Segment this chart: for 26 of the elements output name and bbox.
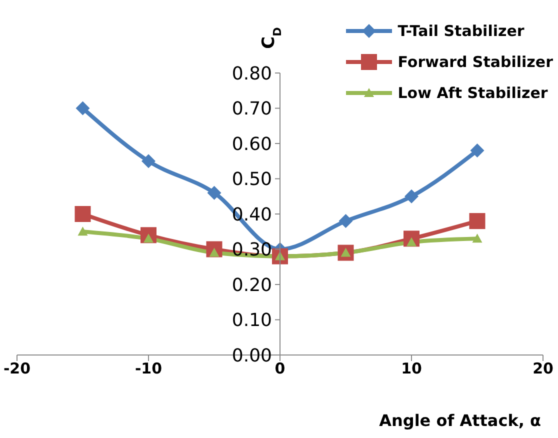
legend-label: Forward Stabilizer [398,52,553,70]
y-tick-label: 0.50 [232,169,272,190]
legend-label: T-Tail Stabilizer [398,22,524,40]
point [470,144,484,158]
y-tick-label: 0.60 [232,134,272,155]
x-tick-label: 10 [401,360,422,378]
y-tick-label: 0.20 [232,274,272,296]
y-tick-label: 0.00 [232,345,272,366]
point [404,189,418,204]
point [76,101,90,116]
point [74,206,91,222]
point [142,154,156,168]
x-tick-label: -20 [3,360,31,378]
point [78,226,88,236]
point [207,186,222,200]
y-tick-label: 0.70 [232,98,272,120]
point [472,234,482,243]
x-axis-title: Angle of Attack, α [379,411,541,430]
x-tick-label: -10 [134,360,162,378]
y-tick-label: 0.10 [232,310,272,332]
legend-label: Low Aft Stabilizer [398,84,548,102]
x-tick-label: 0 [274,360,286,378]
y-tick-label: 0.80 [232,63,272,84]
point [338,214,353,228]
x-tick-label: 20 [532,360,554,378]
point [469,213,486,230]
